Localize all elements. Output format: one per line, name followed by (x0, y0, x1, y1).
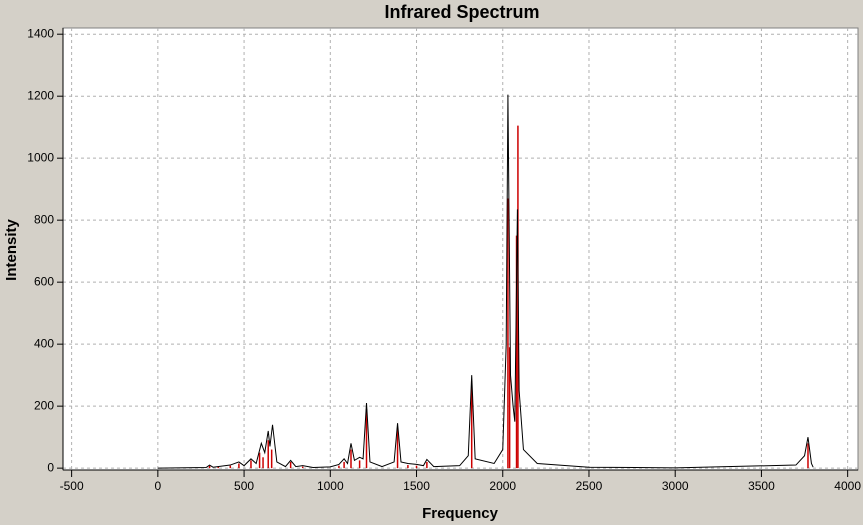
x-tick-label: 1000 (317, 479, 344, 493)
x-tick-label: -500 (60, 479, 84, 493)
x-tick-label: 3500 (748, 479, 775, 493)
x-tick-label: 1500 (403, 479, 430, 493)
x-tick-label: 2000 (489, 479, 516, 493)
x-axis-label: Frequency (422, 505, 499, 522)
x-tick-label: 0 (155, 479, 162, 493)
x-tick-label: 2500 (576, 479, 603, 493)
x-tick-label: 4000 (834, 479, 861, 493)
y-tick-label: 1400 (27, 26, 54, 40)
x-tick-label: 500 (234, 479, 254, 493)
plot-area (62, 27, 859, 471)
y-tick-label: 1200 (27, 88, 54, 102)
y-tick-label: 800 (34, 212, 54, 226)
y-axis-label: Intensity (3, 219, 20, 281)
y-tick-label: 400 (34, 336, 54, 350)
x-tick-label: 3000 (662, 479, 689, 493)
y-tick-label: 0 (47, 460, 54, 474)
y-tick-label: 200 (34, 398, 54, 412)
y-tick-label: 600 (34, 274, 54, 288)
y-tick-label: 1000 (27, 150, 54, 164)
chart-title: Infrared Spectrum (384, 2, 539, 22)
spectrum-line (157, 94, 814, 469)
